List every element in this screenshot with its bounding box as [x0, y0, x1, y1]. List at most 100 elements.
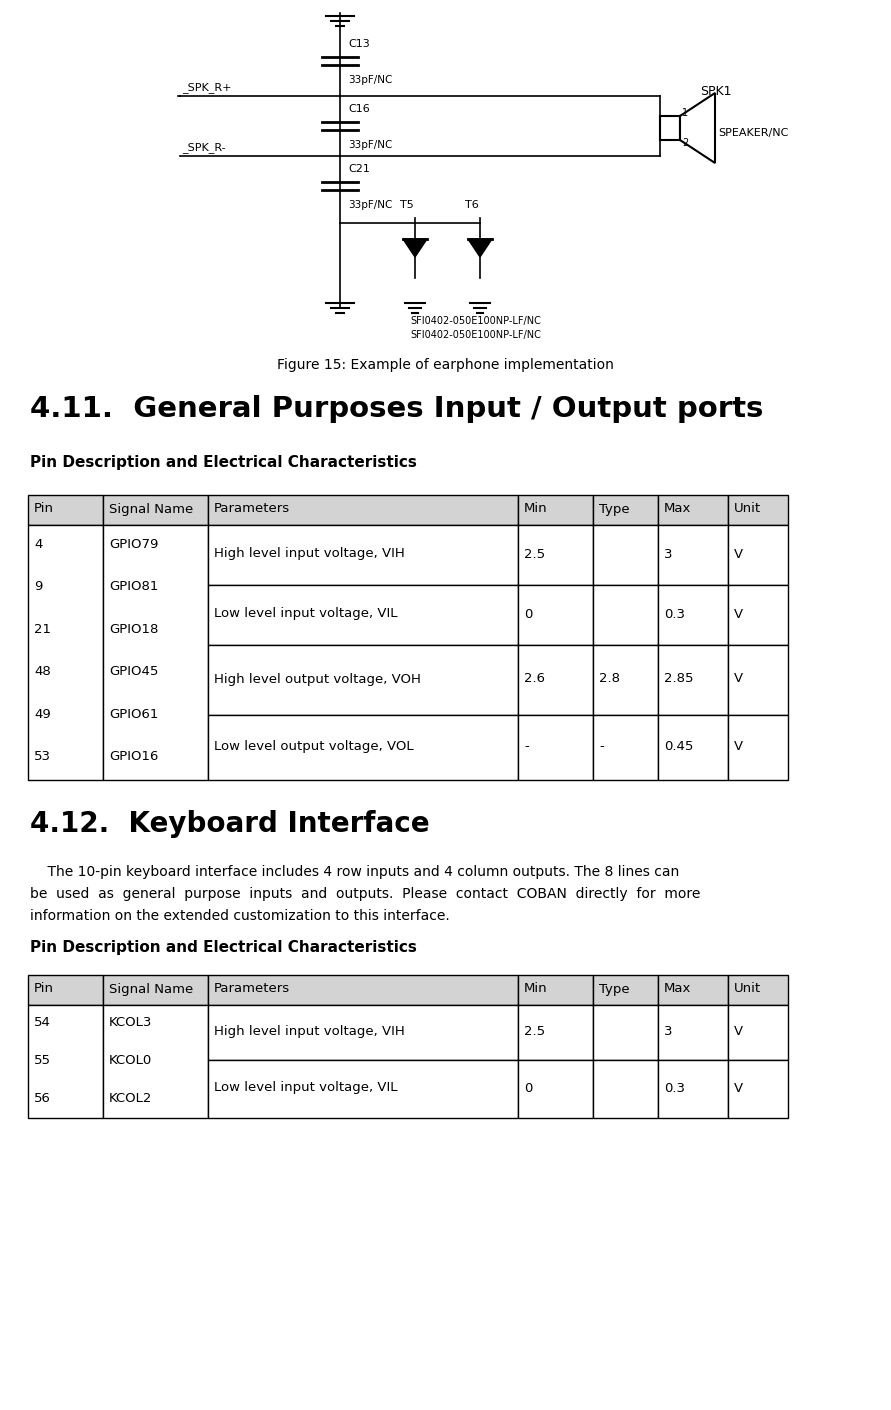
Text: GPIO45: GPIO45: [109, 666, 159, 678]
Text: High level input voltage, VIH: High level input voltage, VIH: [214, 547, 405, 561]
Bar: [518, 525, 593, 585]
Text: 48: 48: [34, 666, 51, 678]
Bar: [658, 525, 728, 585]
Bar: [593, 585, 658, 644]
Text: -: -: [524, 740, 528, 753]
Text: 53: 53: [34, 750, 51, 763]
Text: C16: C16: [348, 104, 370, 114]
Text: The 10-pin keyboard interface includes 4 row inputs and 4 column outputs. The 8 : The 10-pin keyboard interface includes 4…: [30, 864, 679, 878]
Text: 1: 1: [682, 109, 688, 118]
Bar: [728, 1060, 788, 1118]
Text: V: V: [734, 1025, 743, 1038]
Bar: [593, 974, 658, 1005]
Polygon shape: [680, 93, 715, 164]
Bar: [518, 974, 593, 1005]
Bar: [208, 585, 518, 644]
Polygon shape: [468, 240, 492, 257]
Text: GPIO18: GPIO18: [109, 623, 159, 636]
Bar: [28, 525, 103, 780]
Text: Type: Type: [599, 502, 630, 516]
Bar: [593, 1060, 658, 1118]
Polygon shape: [403, 240, 427, 257]
Text: 2.85: 2.85: [664, 673, 693, 685]
Text: Unit: Unit: [734, 502, 761, 516]
Text: Pin Description and Electrical Characteristics: Pin Description and Electrical Character…: [30, 940, 417, 955]
Text: SPK1: SPK1: [700, 85, 732, 99]
Bar: [208, 1005, 518, 1060]
Text: Low level input voltage, VIL: Low level input voltage, VIL: [214, 608, 397, 620]
Bar: [658, 1060, 728, 1118]
Text: C21: C21: [348, 164, 370, 173]
Text: Signal Name: Signal Name: [109, 983, 193, 995]
Text: T5: T5: [400, 200, 414, 210]
Bar: [208, 525, 518, 585]
Text: 54: 54: [34, 1017, 51, 1029]
Bar: [518, 715, 593, 780]
Text: KCOL0: KCOL0: [109, 1053, 152, 1067]
Text: 4.11.  General Purposes Input / Output ports: 4.11. General Purposes Input / Output po…: [30, 395, 764, 423]
Bar: [658, 1005, 728, 1060]
Text: 4: 4: [34, 537, 43, 551]
Bar: [728, 495, 788, 525]
Text: Low level output voltage, VOL: Low level output voltage, VOL: [214, 740, 413, 753]
Bar: [593, 644, 658, 715]
Text: 33pF/NC: 33pF/NC: [348, 140, 392, 149]
Text: V: V: [734, 608, 743, 620]
Text: 56: 56: [34, 1091, 51, 1104]
Text: Low level input voltage, VIL: Low level input voltage, VIL: [214, 1081, 397, 1094]
Bar: [103, 1005, 208, 1118]
Text: 3: 3: [664, 547, 673, 561]
Text: High level output voltage, VOH: High level output voltage, VOH: [214, 673, 421, 685]
Text: Unit: Unit: [734, 983, 761, 995]
Bar: [28, 495, 103, 525]
Text: 2: 2: [682, 138, 688, 148]
Bar: [28, 974, 103, 1005]
Text: Pin Description and Electrical Characteristics: Pin Description and Electrical Character…: [30, 455, 417, 470]
Text: Pin: Pin: [34, 502, 54, 516]
Bar: [658, 585, 728, 644]
Text: 0.3: 0.3: [664, 1081, 685, 1094]
Text: -: -: [599, 740, 604, 753]
Text: _SPK_R-: _SPK_R-: [182, 142, 225, 154]
Text: V: V: [734, 1081, 743, 1094]
Text: SPEAKER/NC: SPEAKER/NC: [718, 128, 789, 138]
Bar: [728, 644, 788, 715]
Text: be  used  as  general  purpose  inputs  and  outputs.  Please  contact  COBAN  d: be used as general purpose inputs and ou…: [30, 887, 700, 901]
Text: 2.8: 2.8: [599, 673, 620, 685]
Text: 33pF/NC: 33pF/NC: [348, 200, 392, 210]
Bar: [208, 974, 518, 1005]
Bar: [658, 495, 728, 525]
Bar: [103, 974, 208, 1005]
Text: 9: 9: [34, 581, 43, 594]
Text: 33pF/NC: 33pF/NC: [348, 75, 392, 85]
Text: 21: 21: [34, 623, 51, 636]
Bar: [103, 495, 208, 525]
Bar: [593, 715, 658, 780]
Text: GPIO81: GPIO81: [109, 581, 159, 594]
Text: V: V: [734, 547, 743, 561]
Text: T6: T6: [465, 200, 478, 210]
Text: SFI0402-050E100NP-LF/NC: SFI0402-050E100NP-LF/NC: [410, 316, 541, 326]
Text: information on the extended customization to this interface.: information on the extended customizatio…: [30, 909, 450, 924]
Bar: [593, 525, 658, 585]
Text: SFI0402-050E100NP-LF/NC: SFI0402-050E100NP-LF/NC: [410, 330, 541, 340]
Bar: [518, 1005, 593, 1060]
Bar: [728, 585, 788, 644]
Bar: [658, 644, 728, 715]
Text: 0: 0: [524, 608, 533, 620]
Text: Max: Max: [664, 502, 691, 516]
Bar: [208, 1060, 518, 1118]
Bar: [518, 1060, 593, 1118]
Text: GPIO79: GPIO79: [109, 537, 159, 551]
Bar: [728, 525, 788, 585]
Bar: [728, 715, 788, 780]
Text: Parameters: Parameters: [214, 983, 290, 995]
Bar: [28, 1005, 103, 1118]
Bar: [593, 1005, 658, 1060]
Bar: [658, 715, 728, 780]
Bar: [728, 974, 788, 1005]
Text: KCOL3: KCOL3: [109, 1017, 152, 1029]
Text: 55: 55: [34, 1053, 51, 1067]
Bar: [208, 495, 518, 525]
Text: V: V: [734, 740, 743, 753]
